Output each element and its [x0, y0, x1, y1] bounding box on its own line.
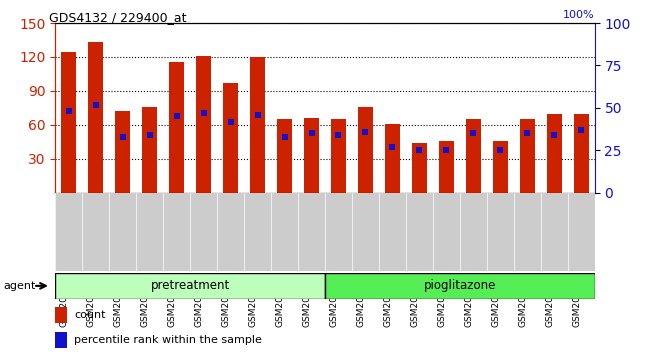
Bar — [439, 141, 454, 193]
Text: agent: agent — [3, 281, 36, 291]
Bar — [493, 141, 508, 193]
Bar — [196, 56, 211, 193]
Text: 100%: 100% — [563, 10, 595, 19]
Bar — [142, 107, 157, 193]
Bar — [412, 143, 427, 193]
Bar — [169, 62, 184, 193]
Bar — [520, 119, 535, 193]
Bar — [574, 114, 589, 193]
Bar — [88, 42, 103, 193]
Text: count: count — [74, 309, 106, 320]
Bar — [61, 52, 76, 193]
Bar — [250, 57, 265, 193]
Bar — [115, 112, 130, 193]
Bar — [385, 124, 400, 193]
Bar — [55, 332, 67, 348]
Bar — [547, 114, 562, 193]
Bar — [55, 273, 325, 299]
Bar — [277, 119, 292, 193]
Text: GDS4132 / 229400_at: GDS4132 / 229400_at — [49, 11, 187, 24]
Bar — [223, 83, 238, 193]
Bar — [325, 273, 595, 299]
Bar — [331, 119, 346, 193]
Text: percentile rank within the sample: percentile rank within the sample — [74, 335, 262, 346]
Bar — [466, 119, 481, 193]
Bar — [55, 307, 67, 323]
Bar — [358, 107, 373, 193]
Bar — [304, 118, 319, 193]
Text: pioglitazone: pioglitazone — [424, 279, 496, 292]
Text: pretreatment: pretreatment — [151, 279, 229, 292]
